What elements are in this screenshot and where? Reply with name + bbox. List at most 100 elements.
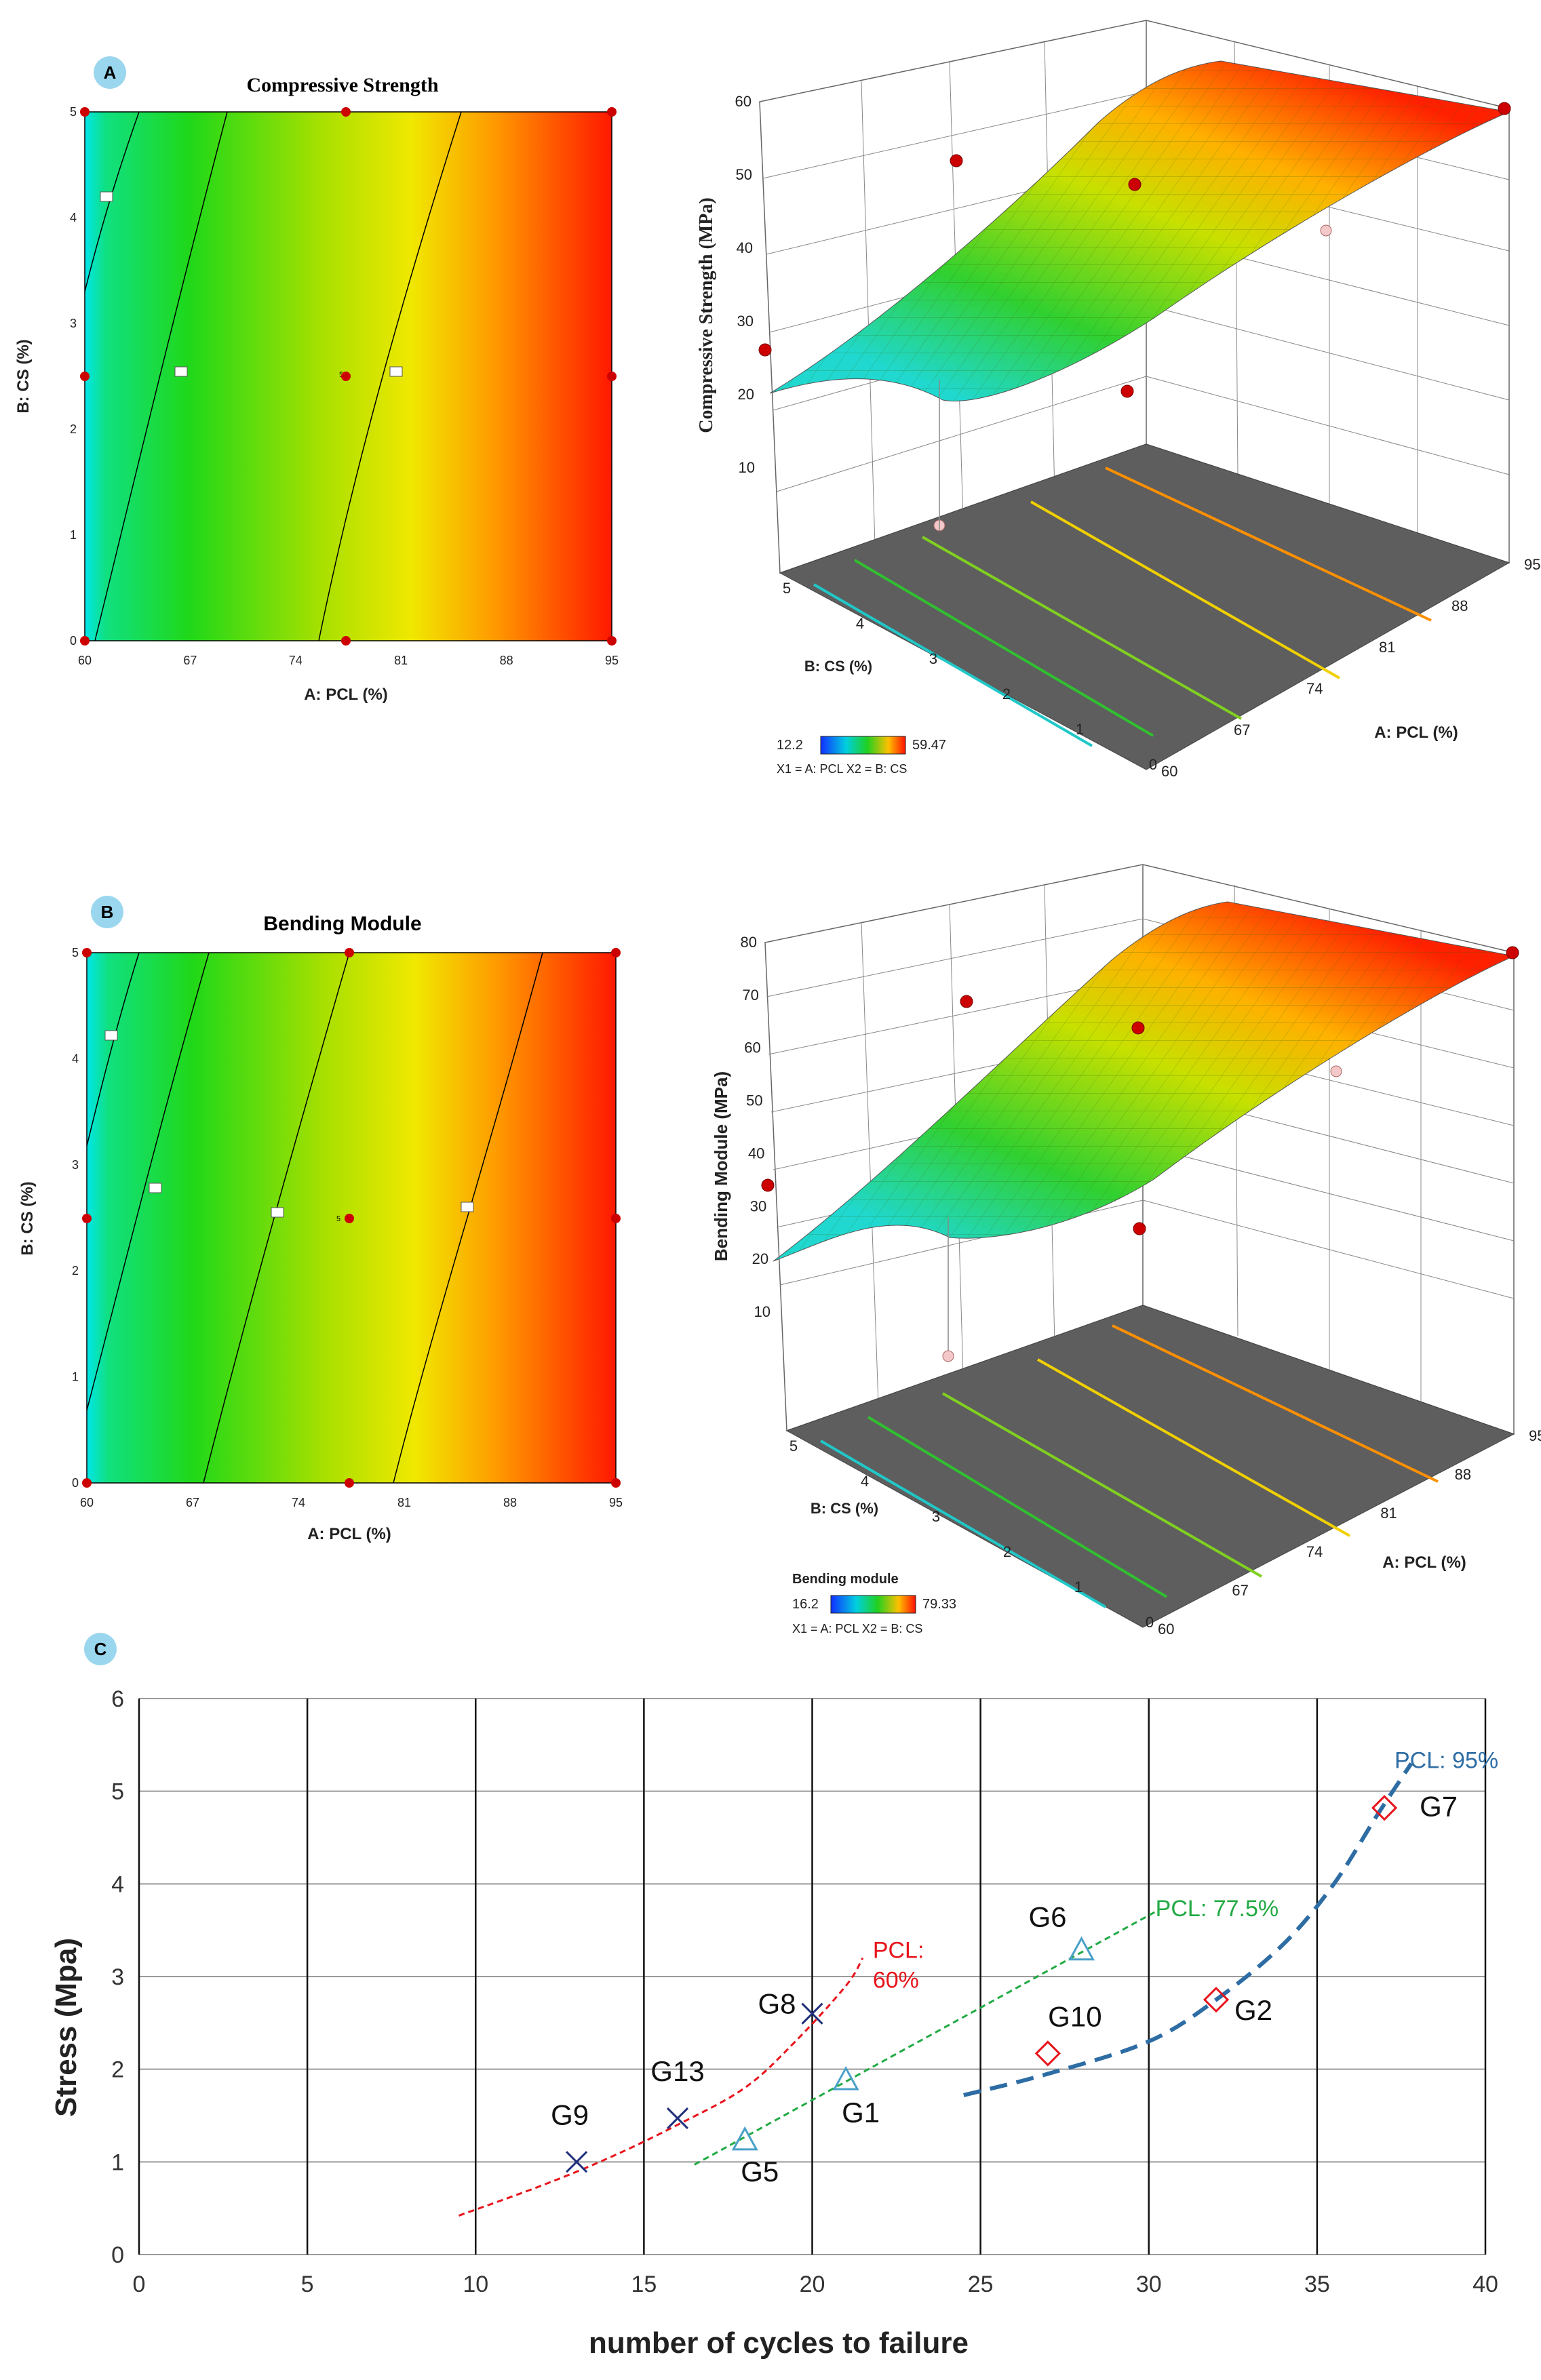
z-tick-label: 60	[735, 93, 752, 110]
panel-a-design-point	[80, 372, 90, 381]
data-point-diamond	[1203, 1987, 1230, 2013]
panel-a-surface: 10 20 30 40 50 60 60 67 74 81 88 95 0 1 2 3 4 5 Compres…	[696, 20, 1540, 780]
x-tick-label: 67	[186, 1496, 199, 1509]
panel-b-3d-floor	[785, 1305, 1515, 1628]
data-point-cross	[666, 2107, 689, 2130]
trend-line	[694, 1911, 1156, 2166]
x-tick-label: 88	[500, 654, 513, 667]
pcl-tick-label: 74	[1306, 680, 1323, 697]
point-label: G10	[1048, 2000, 1101, 2032]
panel-b-contour-line	[393, 952, 543, 1484]
panel-b-center-replicates: 5	[336, 1215, 340, 1223]
x-tick-label: 88	[503, 1496, 517, 1509]
cs-tick-label: 4	[861, 1473, 869, 1490]
data-point-triangle	[832, 2065, 859, 2090]
panel-b-observed-point	[761, 1178, 775, 1192]
y-tick-label: 2	[111, 2057, 124, 2083]
panel-a-legend-min: 12.2	[777, 738, 803, 753]
panel-b-observed-point-below	[942, 1350, 954, 1362]
panel-a-design-point	[341, 372, 351, 381]
z-tick-label: 50	[736, 166, 752, 183]
panel-b-observed-point	[1131, 1021, 1145, 1035]
x-tick-label: 67	[183, 654, 197, 667]
panel-a-observed-point	[950, 154, 963, 167]
panel-b-design-point	[611, 1214, 621, 1223]
panel-a-observed-point	[1120, 384, 1134, 398]
panel-c-badge	[84, 1633, 117, 1665]
x-tick-label: 60	[78, 654, 92, 667]
data-point-cross	[801, 2002, 823, 2025]
point-label: G1	[842, 2097, 880, 2128]
panel-a-contour-label-box	[174, 366, 188, 377]
pcl-tick-label: 67	[1234, 721, 1250, 738]
cs-tick-label: 2	[1003, 1543, 1011, 1560]
panel-a-contour-label-box	[389, 366, 403, 377]
pcl-tick-label: 88	[1455, 1466, 1471, 1483]
y-tick-label: 1	[72, 1370, 79, 1384]
cs-tick-label: 1	[1076, 721, 1084, 738]
panel-b-observed-point	[960, 995, 973, 1008]
panel-a-contour-line	[318, 111, 462, 641]
panel-a-observed-point	[1498, 102, 1511, 115]
point-label: G8	[758, 1988, 796, 2020]
series-label: PCL: 77.5%	[1156, 1896, 1279, 1922]
cs-tick-label: 3	[929, 650, 937, 667]
cs-tick-label: 2	[1002, 686, 1011, 702]
cs-tick-label: 1	[1074, 1579, 1082, 1595]
y-tick-label: 4	[70, 211, 77, 224]
panel-b-factor-key: X1 = A: PCL X2 = B: CS	[792, 1622, 922, 1635]
y-tick-label: 0	[111, 2242, 124, 2268]
y-tick-label: 6	[111, 1686, 124, 1712]
panel-a-badge	[94, 56, 126, 89]
panel-b-observed-point-below	[1330, 1065, 1342, 1077]
y-tick-label: 2	[72, 1264, 79, 1277]
panel-a-contour-label-box	[100, 191, 113, 202]
panel-b-design-point	[82, 1478, 92, 1488]
panel-a-floor-contour	[853, 559, 1154, 737]
z-tick-label: 30	[737, 313, 754, 330]
panel-b-legend-title: Bending module	[792, 1572, 899, 1587]
x-tick-label: 60	[80, 1496, 94, 1509]
panel-a-center-replicates: 5	[339, 371, 343, 379]
z-tick-label: 80	[741, 934, 757, 951]
y-tick-label: 4	[111, 1871, 124, 1897]
y-tick-label: 1	[70, 528, 77, 542]
panel-b-3d-cs-label: B: CS (%)	[811, 1500, 878, 1517]
panel-b-badge	[91, 896, 123, 928]
panel-b-legend-bar	[830, 1595, 916, 1614]
panel-b-design-point	[345, 948, 354, 957]
panel-a-legend-bar	[820, 736, 906, 755]
panel-b-contour: B Bending Module 5 60 67 74 81 88 95 0 1 2 3 4 5 A…	[18, 896, 623, 1543]
series-label: PCL:	[873, 1938, 924, 1964]
panel-b-legend-max: 79.33	[922, 1597, 956, 1612]
panel-b-design-point	[345, 1214, 354, 1223]
panel-b-floor-contour	[819, 1440, 1107, 1608]
panel-b-contour-label-box	[271, 1207, 284, 1218]
panel-a-design-point	[80, 636, 90, 646]
y-tick-label: 0	[72, 1476, 79, 1490]
point-label: G9	[551, 2099, 589, 2130]
x-tick-label: 5	[301, 2272, 314, 2297]
panel-a-design-point	[80, 107, 90, 117]
cs-tick-label: 4	[856, 615, 864, 632]
panel-a-design-point	[341, 636, 351, 646]
panel-b-surface: 10 20 30 40 50 60 70 80 60 67 74 81 88 95 0 1 2 3 4 5 Ben…	[711, 864, 1541, 1638]
y-tick-label: 0	[70, 634, 77, 648]
pcl-tick-label: 88	[1451, 597, 1468, 614]
x-tick-label: 10	[463, 2272, 488, 2297]
panel-b-contour-line	[203, 952, 350, 1484]
panel-b-letter: B	[101, 902, 114, 922]
panel-a-3d-floor	[779, 443, 1510, 770]
x-tick-label: 25	[968, 2272, 994, 2297]
point-label: G6	[1028, 1901, 1066, 1933]
pcl-tick-label: 81	[1380, 1505, 1397, 1522]
z-tick-label: 30	[750, 1197, 766, 1214]
panel-b-observed-point	[1133, 1222, 1146, 1235]
panel-a-observed-point	[758, 343, 772, 357]
panel-a-xlabel: A: PCL (%)	[304, 686, 388, 704]
panel-a-factor-key: X1 = A: PCL X2 = B: CS	[777, 762, 907, 776]
panel-a-floor-contour	[813, 583, 1093, 747]
panel-b-floor-contour	[867, 1416, 1168, 1598]
data-point-cross	[566, 2151, 588, 2173]
